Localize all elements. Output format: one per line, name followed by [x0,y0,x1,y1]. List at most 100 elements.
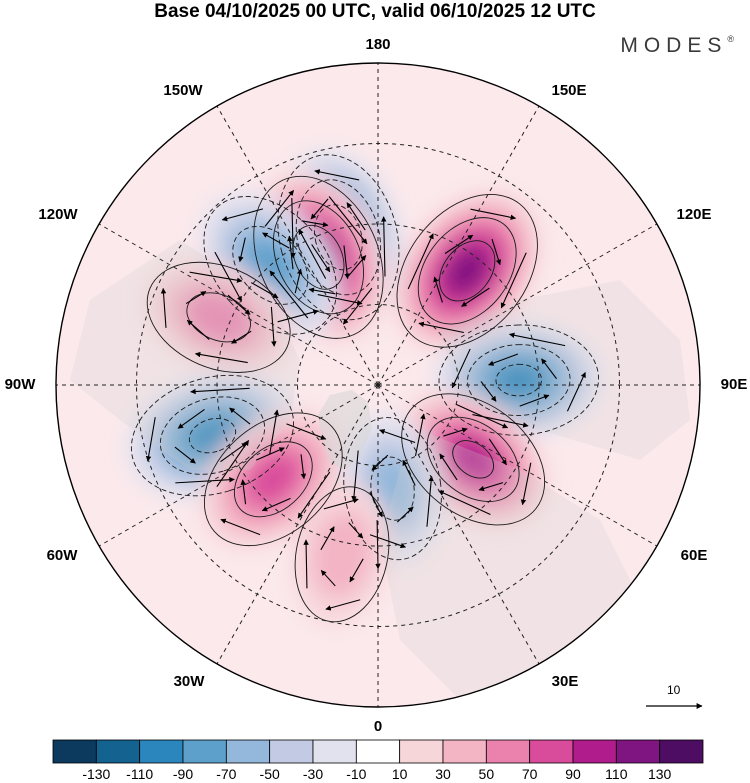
lon-label-30e: 30E [551,673,579,690]
colorbar-tick-label: 70 [521,766,538,782]
contour-high-60E [452,440,495,479]
map-boundary [55,62,701,708]
lon-label-150e: 150E [551,82,587,99]
wind-vector [426,475,434,527]
wind-vector [438,490,491,515]
contour-high-90W [146,261,291,373]
colorbar-segment [225,739,271,764]
colorbar-tick-label: -70 [216,766,237,782]
colorbar-tick-label: -90 [172,766,194,782]
wind-vector [348,255,367,277]
wind-vector [177,409,205,429]
wind-vector [287,235,294,270]
wind-vector [269,270,309,319]
meridian-line [98,223,379,386]
colorbar-segment [139,739,184,764]
lon-label-180: 180 [365,36,391,53]
colorbar-tick-label: -30 [302,766,324,782]
wind-vector [379,429,416,444]
wind-vector [301,220,329,228]
wind-vector [439,453,458,481]
colorbar-segment [269,739,314,764]
wind-vector [402,459,416,486]
wind-vector [250,282,279,299]
contour-high-45W [233,441,313,518]
contour-high-15W [294,486,390,623]
landmass-shading [70,240,690,700]
colorbar-segment [399,739,444,764]
colorbar-segment [659,739,704,764]
wind-vector [290,197,296,259]
colorbar-tick-label: -110 [126,766,154,782]
wind-vector [300,454,307,480]
wind-vector [311,244,331,273]
colorbar-segment [182,739,227,764]
contour-lines [130,154,600,623]
lon-label-120e: 120E [676,206,712,223]
contour-high-150E [417,217,517,325]
wind-vector [185,290,207,305]
wind-vector [294,268,303,294]
wind-vector [308,287,336,295]
wind-vector [396,506,414,523]
colorbar-segment [355,739,401,764]
wind-vector [303,539,309,589]
colorbar-segment [52,739,97,764]
wind-vector [317,294,363,306]
colorbar-segment [95,739,141,764]
wind-vector [145,417,156,462]
colorbar-segment [312,739,357,764]
wind-vector [443,427,468,437]
north-america-land [70,240,300,470]
wind-vector [478,482,504,492]
colorbar [52,739,704,764]
lon-label-60w: 60W [46,547,78,564]
colorbar-tick-label: -10 [346,766,367,782]
anomaly-shade-high-150E [449,251,486,291]
wind-vector [174,446,196,464]
contour-low-90E [438,324,600,436]
wind-vector [262,232,290,249]
colorbar-tick-label: 90 [565,766,581,782]
lon-label-60e: 60E [680,547,708,564]
wind-vector [418,321,465,334]
contour-high-45W [203,412,343,547]
contour-low-20E [343,417,442,561]
contour-high-150E [396,194,538,348]
wind-vector [297,471,331,519]
contour-low-60W [130,374,295,497]
wind-vector [229,407,251,425]
wind-vector [520,462,532,506]
anomaly-shade-low-90E [494,363,543,397]
wind-vector [407,233,434,290]
wind-vector [194,351,248,364]
meridian-line [216,105,379,386]
lon-label-90w: 90W [4,376,36,393]
colorbar-tick-label: 130 [647,766,672,782]
wind-vector [328,196,368,245]
meridian-line [98,384,379,547]
contour-low-90E [467,344,571,416]
brand-logo: MODES® [620,34,734,58]
colorbar-tick-label: 110 [605,766,628,782]
contour-high-150W [272,200,365,315]
anomaly-shade-high-90W [185,291,253,344]
wind-vector [566,371,586,412]
wind-vector [286,423,327,440]
wind-vector [488,438,507,466]
wind-vector [314,169,360,181]
wind-vector [325,599,361,611]
anomaly-shade-high-60E [451,439,495,480]
siberia-land [440,280,690,460]
reference-vector-value: 10 [667,683,681,697]
greenland-land [318,390,372,470]
wind-vector [264,190,295,227]
wind-vector [189,271,243,283]
wind-vector [216,440,250,487]
wind-vector [508,332,566,347]
wind-vector [160,287,167,328]
wind-vector [255,447,285,461]
lon-label-150w: 150W [163,82,203,99]
lon-label-0: 0 [373,718,383,735]
